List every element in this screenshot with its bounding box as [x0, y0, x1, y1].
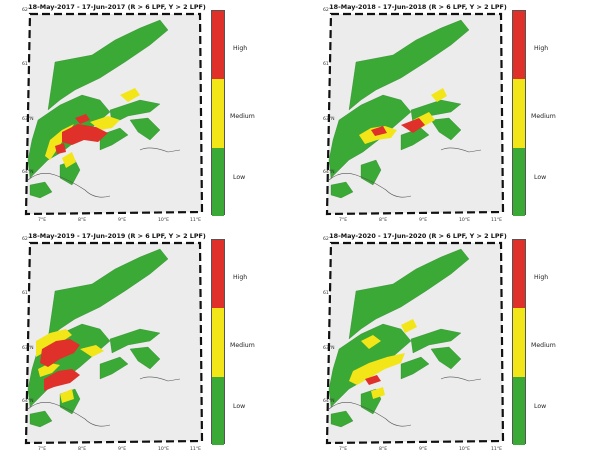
panel-title: 18-May-2020 - 17-Jun-2020 (R > 6 LPF, Y … — [329, 232, 507, 240]
coastline — [328, 147, 482, 198]
lon-label: 10°E — [158, 447, 170, 452]
map-panel-3: 18-May-2019 - 17-Jun-2019 (R > 6 LPF, Y … — [0, 229, 301, 458]
legend-label-low: Low — [233, 174, 246, 181]
legend-label-medium: Medium — [230, 342, 255, 349]
coastline — [27, 376, 181, 427]
map-frame — [24, 12, 204, 216]
lat-label: 62° — [323, 237, 332, 242]
legend-high — [513, 240, 525, 308]
lon-label: 11°E — [491, 218, 503, 223]
farm-zones-medium — [349, 319, 417, 399]
map-frame — [325, 241, 505, 445]
legend-label-high: High — [534, 45, 549, 52]
colour-legend — [211, 10, 225, 216]
lon-label: 11°E — [190, 218, 202, 223]
legend-medium — [212, 79, 224, 148]
lon-label: 9°E — [118, 447, 127, 452]
map-frame — [24, 241, 204, 445]
legend-label-low: Low — [233, 403, 246, 410]
lon-label: 9°E — [419, 218, 428, 223]
lon-label: 9°E — [118, 218, 127, 223]
lat-label: 64°N — [323, 399, 335, 404]
legend-high — [212, 240, 224, 308]
panel-title: 18-May-2017 - 17-Jun-2017 (R > 6 LPF, Y … — [28, 3, 206, 11]
legend-medium — [212, 308, 224, 377]
lat-label: 61° — [323, 62, 332, 67]
farm-zones-high — [40, 339, 80, 391]
farm-zones-high — [365, 375, 381, 385]
lat-label: 64°N — [22, 170, 34, 175]
lat-label: 62° — [22, 237, 31, 242]
legend-high — [513, 11, 525, 79]
map-plot — [325, 241, 505, 445]
lon-label: 8°E — [78, 218, 87, 223]
legend-medium — [513, 79, 525, 148]
lon-label: 11°E — [190, 447, 202, 452]
legend-label-medium: Medium — [230, 113, 255, 120]
lat-label: 61° — [323, 291, 332, 296]
lat-label: 61° — [22, 291, 31, 296]
map-plot — [325, 12, 505, 216]
legend-label-high: High — [233, 274, 248, 281]
lon-label: 10°E — [158, 218, 170, 223]
lat-label: 63°N — [323, 117, 335, 122]
panel-title: 18-May-2019 - 17-Jun-2019 (R > 6 LPF, Y … — [28, 232, 206, 240]
lat-label: 61° — [22, 62, 31, 67]
lat-label: 62° — [22, 8, 31, 13]
lon-label: 7°E — [38, 447, 47, 452]
legend-label-medium: Medium — [531, 113, 556, 120]
panel-title: 18-May-2018 - 17-Jun-2018 (R > 6 LPF, Y … — [329, 3, 507, 11]
lon-label: 8°E — [379, 447, 388, 452]
lon-label: 7°E — [339, 447, 348, 452]
legend-label-high: High — [233, 45, 248, 52]
colour-legend — [512, 10, 526, 216]
legend-low — [212, 377, 224, 445]
legend-low — [513, 377, 525, 445]
legend-low — [212, 148, 224, 216]
map-frame — [325, 12, 505, 216]
legend-label-low: Low — [534, 174, 547, 181]
lat-label: 63°N — [22, 117, 34, 122]
farm-zones-high — [371, 118, 425, 136]
coastline — [27, 147, 181, 198]
colour-legend — [211, 239, 225, 445]
lon-label: 7°E — [38, 218, 47, 223]
map-plot — [24, 241, 204, 445]
lon-label: 8°E — [379, 218, 388, 223]
legend-low — [513, 148, 525, 216]
lat-label: 63°N — [22, 346, 34, 351]
farm-zones-medium — [45, 88, 140, 168]
map-plot — [24, 12, 204, 216]
colour-legend — [512, 239, 526, 445]
lat-label: 64°N — [323, 170, 335, 175]
map-panel-1: 18-May-2017 - 17-Jun-2017 (R > 6 LPF, Y … — [0, 0, 301, 229]
farm-zones-high — [55, 114, 108, 154]
lon-label: 9°E — [419, 447, 428, 452]
lon-label: 10°E — [459, 218, 471, 223]
legend-medium — [513, 308, 525, 377]
lat-label: 63°N — [323, 346, 335, 351]
lat-label: 64°N — [22, 399, 34, 404]
lon-label: 7°E — [339, 218, 348, 223]
legend-label-low: Low — [534, 403, 547, 410]
legend-label-medium: Medium — [531, 342, 556, 349]
lat-label: 62° — [323, 8, 332, 13]
lon-label: 8°E — [78, 447, 87, 452]
lon-label: 10°E — [459, 447, 471, 452]
lon-label: 11°E — [491, 447, 503, 452]
map-panel-4: 18-May-2020 - 17-Jun-2020 (R > 6 LPF, Y … — [301, 229, 602, 458]
coastline — [328, 376, 482, 427]
legend-label-high: High — [534, 274, 549, 281]
legend-high — [212, 11, 224, 79]
map-panel-2: 18-May-2018 - 17-Jun-2018 (R > 6 LPF, Y … — [301, 0, 602, 229]
